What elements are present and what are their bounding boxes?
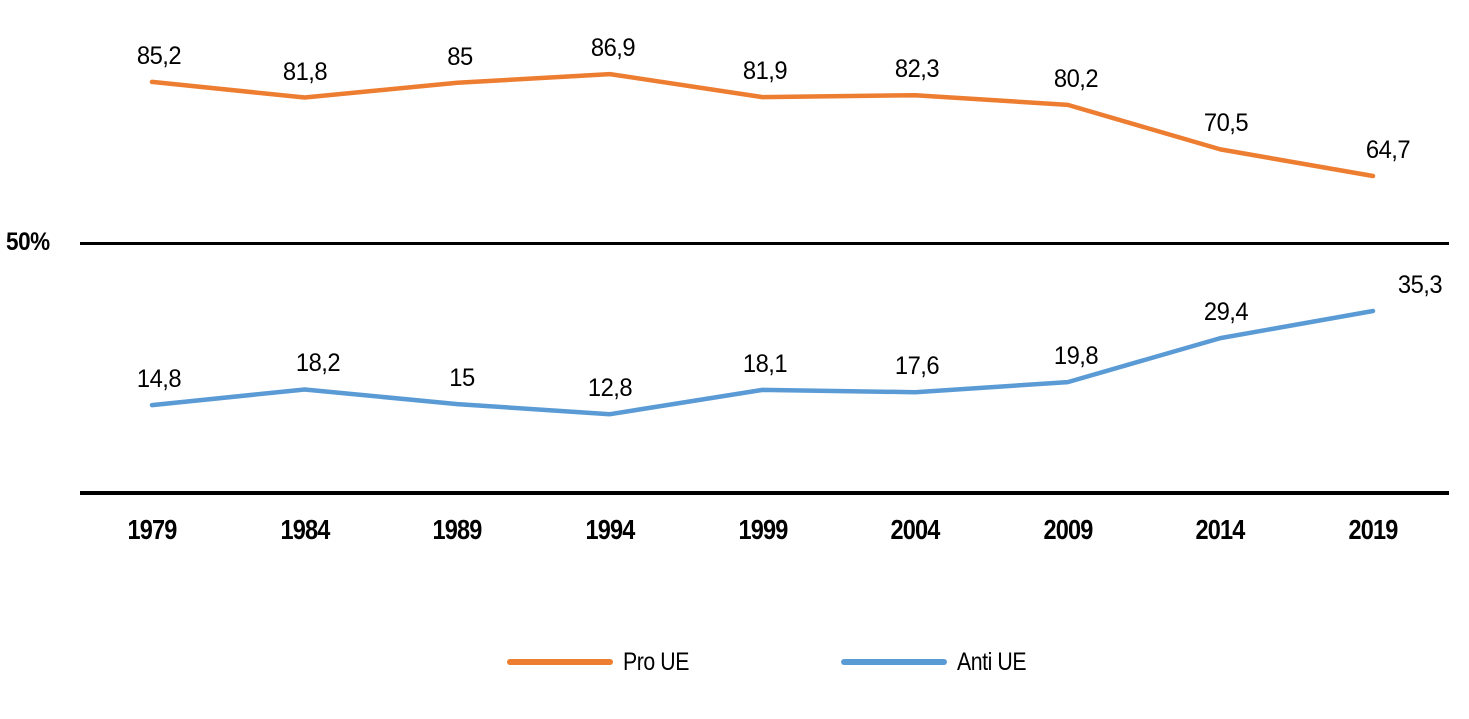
data-label-pro-ue-2004: 82,3: [894, 55, 940, 84]
data-label-anti-ue-1999: 18,1: [742, 349, 787, 378]
fifty-percent-reference-line: [80, 242, 1449, 245]
x-axis-label-2019: 2019: [1348, 514, 1399, 545]
x-axis-label-1989: 1989: [432, 514, 483, 545]
x-axis-label-1994: 1994: [585, 514, 635, 545]
data-label-pro-ue-2019: 64,7: [1365, 136, 1411, 165]
pro-ue-line: [149, 71, 1376, 179]
data-label-pro-ue-2014: 70,5: [1204, 109, 1249, 138]
legend-line-swatch-pro-ue: [507, 659, 613, 665]
data-label-pro-ue-1999: 81,9: [742, 57, 787, 86]
fifty-percent-label: 50%: [6, 228, 50, 256]
x-axis-label-1999: 1999: [738, 514, 788, 545]
data-label-anti-ue-2019: 35,3: [1397, 270, 1443, 299]
x-axis-line: [80, 491, 1449, 495]
data-label-anti-ue-1984: 18,2: [295, 349, 340, 378]
data-label-pro-ue-2009: 80,2: [1053, 64, 1099, 93]
legend-entry-pro-ue: Pro UE: [507, 648, 701, 676]
data-label-anti-ue-1989: 15: [449, 364, 476, 393]
legend: Pro UE Anti UE: [0, 648, 1469, 676]
x-axis-label-1984: 1984: [280, 514, 330, 545]
x-axis-label-2004: 2004: [890, 514, 941, 545]
data-label-pro-ue-1994: 86,9: [590, 34, 636, 63]
data-label-pro-ue-1979: 85,2: [136, 41, 182, 70]
legend-entry-anti-ue: Anti UE: [841, 648, 1038, 676]
data-label-pro-ue-1984: 81,8: [282, 57, 327, 86]
data-label-anti-ue-1994: 12,8: [587, 374, 633, 403]
data-label-anti-ue-2009: 19,8: [1053, 342, 1099, 371]
x-axis-label-1979: 1979: [127, 514, 178, 545]
data-label-anti-ue-2014: 29,4: [1204, 298, 1249, 327]
legend-line-swatch-anti-ue: [841, 659, 947, 665]
data-label-anti-ue-2004: 17,6: [894, 352, 940, 381]
data-label-pro-ue-1989: 85: [447, 42, 474, 71]
legend-label-pro-ue: Pro UE: [623, 647, 689, 676]
x-axis-label-2014: 2014: [1195, 514, 1246, 545]
legend-label-anti-ue: Anti UE: [957, 647, 1027, 676]
x-axis-label-2009: 2009: [1043, 514, 1093, 545]
data-label-anti-ue-1979: 14,8: [136, 365, 182, 394]
anti-ue-line: [149, 308, 1376, 417]
